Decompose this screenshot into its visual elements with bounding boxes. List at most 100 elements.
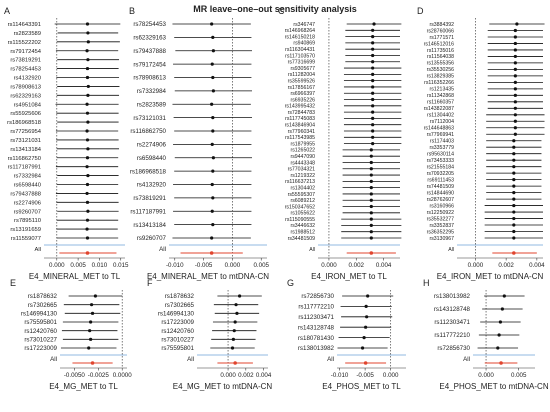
estimate-point — [86, 147, 90, 151]
snp-label: rs6966397 — [290, 91, 315, 97]
estimate-point — [371, 91, 375, 95]
x-tick-label: 0.004 — [376, 262, 392, 269]
estimate-point — [369, 186, 373, 190]
snp-label: rs1174403 — [430, 139, 454, 145]
snp-label: rs13413184 — [133, 222, 166, 229]
estimate-point — [362, 336, 366, 340]
estimate-point — [371, 79, 375, 83]
snp-label: rs117187991 — [8, 165, 41, 171]
estimate-point — [513, 35, 517, 39]
snp-label: rs78908613 — [133, 75, 166, 82]
x-tick-label: 0.000 — [321, 262, 337, 269]
snp-label: rs35532277 — [427, 216, 455, 222]
snp-label: rs4443348 — [290, 160, 315, 166]
estimate-point — [85, 200, 90, 204]
all-estimate-point — [363, 361, 368, 365]
x-tick-label: -0.0050 — [64, 372, 86, 379]
snp-label: rs6598440 — [14, 183, 41, 189]
estimate-point — [369, 236, 373, 240]
estimate-point — [86, 84, 90, 89]
snp-label: rs78908613 — [10, 84, 41, 90]
estimate-point — [85, 102, 89, 106]
estimate-point — [512, 191, 516, 195]
snp-label: rs17223009 — [161, 319, 194, 326]
x-tick-label: -0.0025 — [88, 372, 110, 379]
snp-label: rs7332984 — [14, 174, 42, 180]
estimate-point — [366, 294, 370, 298]
panel-letter: B — [129, 6, 135, 16]
x-tick-label: 0.010 — [92, 262, 108, 269]
all-label: All — [327, 356, 334, 363]
estimate-point — [371, 116, 375, 121]
snp-label: rs138013982 — [434, 293, 471, 300]
all-label: All — [35, 247, 41, 253]
estimate-point — [502, 294, 506, 298]
snp-label: rs73121031 — [10, 138, 41, 144]
estimate-point — [210, 142, 214, 146]
estimate-point — [85, 138, 90, 142]
estimate-point — [88, 329, 92, 333]
estimate-point — [85, 236, 90, 240]
estimate-point — [365, 315, 369, 319]
estimate-point — [238, 294, 242, 298]
estimate-point — [211, 49, 215, 53]
estimate-point — [371, 104, 375, 108]
estimate-point — [513, 106, 517, 110]
x-tick-label: 0.000 — [478, 372, 494, 379]
estimate-point — [512, 223, 516, 227]
estimate-point — [211, 156, 215, 160]
estimate-point — [86, 173, 90, 178]
estimate-point — [89, 337, 93, 341]
snp-label: rs35530256 — [427, 67, 455, 73]
snp-label: rs1879955 — [290, 141, 315, 147]
estimate-point — [85, 22, 90, 26]
snp-label: rs9260707 — [137, 235, 167, 242]
snp-label: rs79437888 — [133, 48, 166, 55]
estimate-point — [211, 196, 215, 200]
estimate-point — [85, 75, 90, 80]
snp-label: rs1988512 — [290, 230, 315, 236]
x-axis-label: E4_PHOS_MET to TL — [322, 382, 401, 391]
snp-label: rs146968264 — [285, 28, 315, 34]
snp-label: rs117103570 — [285, 53, 315, 59]
estimate-point — [371, 41, 375, 45]
estimate-point — [369, 217, 373, 221]
estimate-point — [86, 120, 90, 124]
all-label: All — [187, 356, 194, 363]
x-tick-label: 0.002 — [349, 262, 365, 269]
all-label: All — [463, 356, 470, 363]
estimate-point — [513, 132, 517, 136]
snp-label: rs55595307 — [288, 192, 316, 198]
all-estimate-point — [209, 251, 214, 255]
snp-label: rs35599526 — [288, 78, 316, 84]
x-tick-label: 0.015 — [113, 262, 129, 269]
snp-label: rs115090555 — [285, 217, 315, 223]
estimate-point — [210, 62, 214, 66]
estimate-point — [513, 54, 517, 59]
estimate-point — [211, 169, 215, 173]
estimate-point — [512, 171, 516, 175]
estimate-point — [364, 325, 368, 329]
x-axis-label: E4_MINERAL_MET to mtDNA-CN — [147, 272, 269, 281]
snp-label: rs77960341 — [288, 129, 316, 135]
snp-label: rs7112004 — [430, 119, 454, 125]
snp-label: rs17856167 — [288, 85, 316, 91]
all-label: All — [159, 246, 166, 253]
estimate-point — [369, 198, 373, 202]
estimate-point — [513, 93, 517, 97]
estimate-point — [90, 311, 95, 315]
snp-label: rs143128748 — [298, 324, 335, 331]
x-tick-label: 0.000 — [468, 262, 484, 269]
estimate-point — [85, 218, 90, 222]
snp-label: rs1213435 — [429, 87, 454, 93]
estimate-point — [515, 22, 519, 26]
snp-label: rs2274906 — [14, 200, 41, 206]
estimate-point — [371, 53, 375, 58]
panel-letter: F — [147, 278, 153, 288]
estimate-point — [512, 203, 516, 208]
